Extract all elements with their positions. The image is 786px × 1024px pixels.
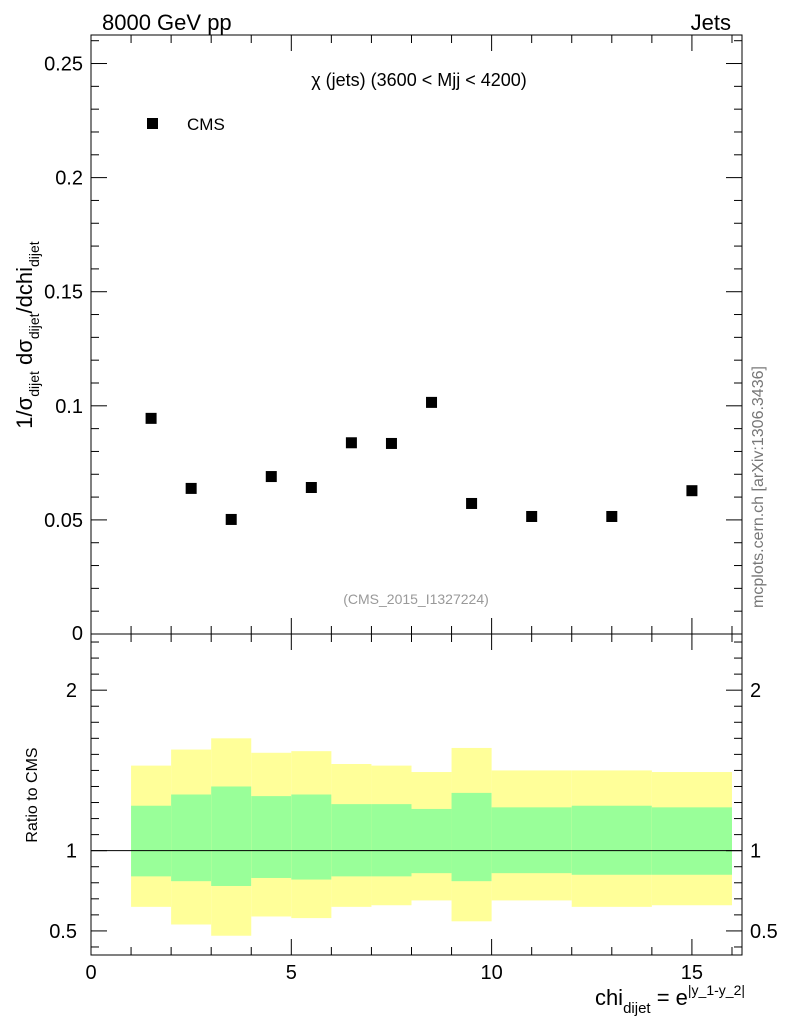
legend-label-cms: CMS: [187, 115, 225, 134]
ratio-inner-band-4: [291, 794, 332, 880]
data-point-3: [265, 471, 277, 483]
ratio-y-tick-label-left: 2: [66, 680, 77, 702]
x-label-base: chi: [595, 985, 623, 1010]
main-y-tick-label: 0.2: [55, 168, 83, 190]
ratio-inner-band-6: [371, 804, 412, 877]
x-tick-label: 5: [286, 962, 297, 984]
ratio-frame: [90, 633, 743, 956]
ratio-inner-band-9: [491, 807, 572, 874]
ratio-y-axis-label: Ratio to CMS: [24, 747, 41, 842]
analysis-watermark: (CMS_2015_I1327224): [343, 591, 489, 607]
x-tick-label: 15: [681, 962, 703, 984]
data-point-10: [606, 510, 618, 522]
main-y-tick-label: 0.1: [55, 396, 83, 418]
data-point-2: [225, 513, 237, 525]
data-point-7: [426, 396, 438, 408]
ratio-y-tick-label-left: 1: [66, 841, 77, 863]
side-credit: mcplots.cern.ch [arXiv:1306.3436]: [750, 366, 767, 608]
x-axis-label: chidijet = e|y_1-y_2|: [595, 982, 745, 1017]
header-process-label: Jets: [691, 10, 731, 35]
ratio-inner-band-8: [451, 792, 492, 882]
ratio-inner-band-1: [171, 794, 212, 882]
ratio-inner-band-3: [251, 796, 292, 878]
ratio-inner-band-2: [211, 786, 252, 886]
ratio-inner-band-0: [131, 805, 172, 877]
ratio-y-tick-label-right: 2: [750, 680, 761, 702]
data-point-6: [385, 437, 397, 449]
data-point-5: [345, 437, 357, 449]
ratio-inner-band-7: [411, 808, 452, 874]
data-point-1: [185, 482, 197, 494]
ratio-bands: [131, 738, 732, 936]
x-tick-label: 10: [480, 962, 502, 984]
ratio-inner-band-10: [571, 805, 652, 875]
y-label-sub3: dijet: [26, 241, 42, 267]
ratio-plot-panel: 0.5 0.5 1 1 2 2 0 5 10 15: [49, 633, 778, 984]
main-plot-panel: 0.05 0.1 0.15 0.2 0.25 0 χ (jets) (3600 < Mjj…: [44, 34, 743, 645]
y-label-sub1: dijet: [26, 371, 42, 397]
header-energy-label: 8000 GeV pp: [102, 10, 232, 35]
y-label-part1: 1/σ: [12, 396, 37, 428]
x-label-eq: = e: [651, 985, 688, 1010]
plot-title: χ (jets) (3600 < Mjj < 4200): [311, 70, 527, 90]
main-y-tick-label: 0.25: [44, 54, 83, 76]
main-y-tick-label: 0.05: [44, 510, 83, 532]
data-point-4: [305, 482, 317, 494]
ratio-y-tick-label-right: 0.5: [750, 921, 778, 943]
data-point-0: [145, 412, 157, 424]
ratio-inner-band-5: [331, 804, 372, 877]
legend-marker: [147, 118, 158, 129]
data-point-8: [466, 497, 478, 509]
main-axes: 0.05 0.1 0.15 0.2 0.25 0: [44, 35, 742, 645]
ratio-y-tick-label-left: 0.5: [49, 921, 77, 943]
y-label-part3: /dchi: [12, 267, 37, 313]
data-point-11: [686, 485, 698, 497]
y-label-part2: dσ: [12, 339, 37, 371]
main-data-marks: [145, 396, 698, 525]
ratio-y-tick-label-right: 1: [750, 841, 761, 863]
data-point-9: [526, 510, 538, 522]
y-label-sub2: dijet: [26, 313, 42, 339]
ratio-inner-band-11: [651, 807, 732, 875]
x-label-sup: |y_1-y_2|: [688, 982, 745, 998]
main-y-axis-label: 1/σdijet dσdijet/dchidijet: [12, 241, 42, 429]
main-y-tick-label-zero: 0: [72, 623, 83, 645]
x-label-sub: dijet: [623, 1000, 651, 1017]
x-tick-label: 0: [85, 962, 96, 984]
main-y-tick-label: 0.15: [44, 282, 83, 304]
